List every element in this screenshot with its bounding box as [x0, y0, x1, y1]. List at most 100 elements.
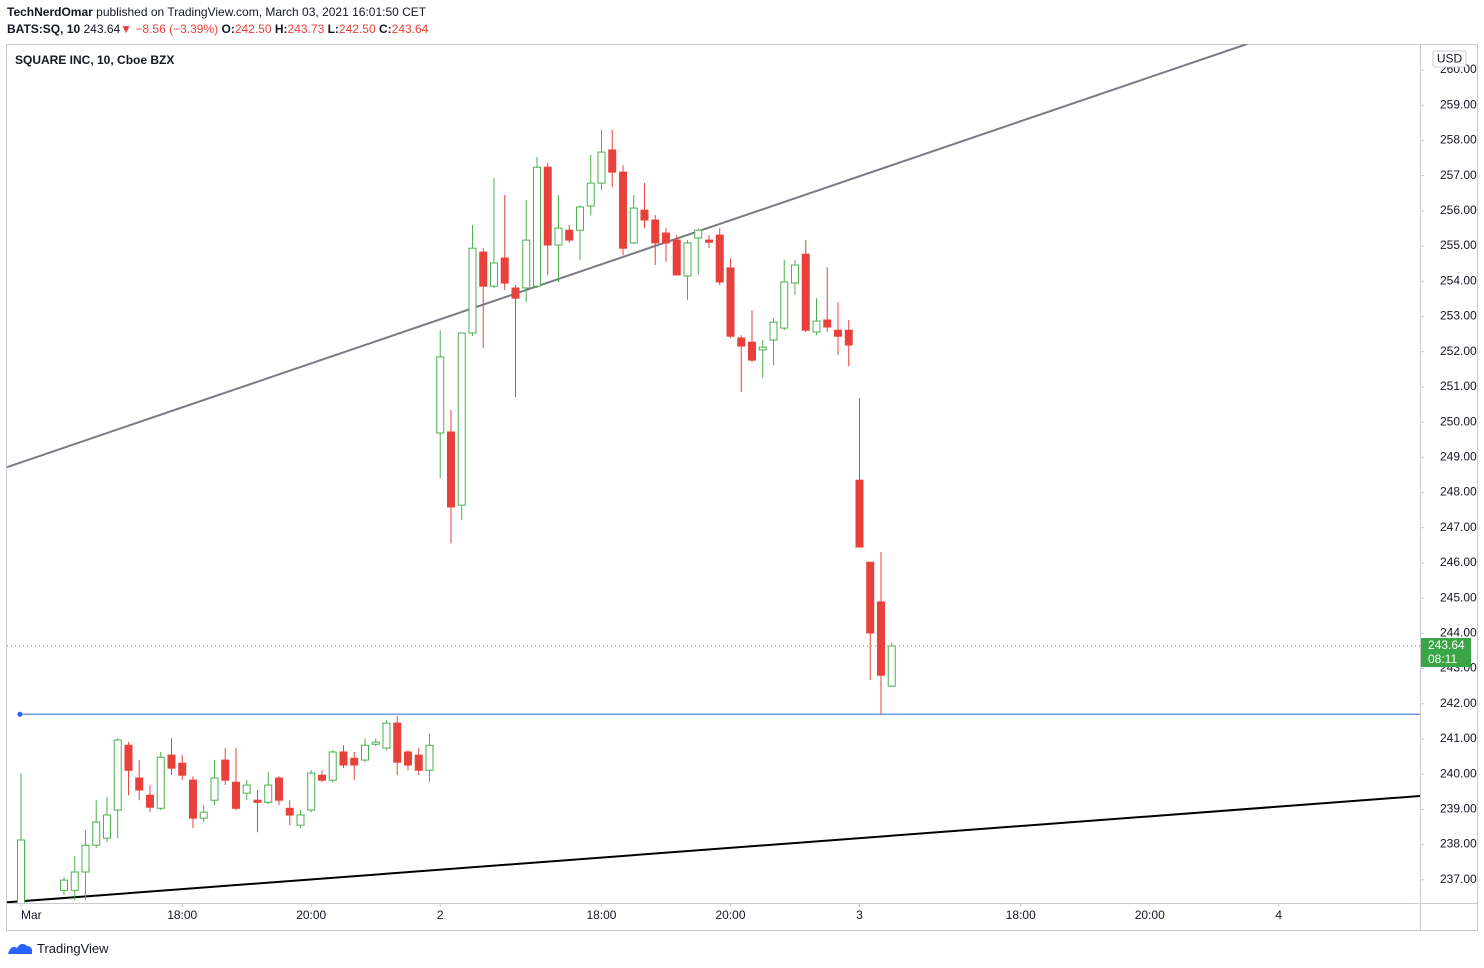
candle-body [339, 751, 348, 766]
candle-body [113, 739, 122, 811]
candle-body [371, 741, 380, 745]
candle-body [565, 229, 574, 241]
candle-body [812, 320, 821, 333]
candle-body [178, 762, 187, 776]
candle-body [328, 751, 337, 781]
candle-body [844, 329, 853, 346]
candle-body [747, 341, 756, 361]
ohlc-value: 243.73 [287, 22, 325, 36]
y-tick-label: 240.00 [1440, 766, 1477, 780]
candle-body [737, 337, 746, 347]
candle-body [651, 219, 660, 244]
candle-body [285, 807, 294, 816]
candle-body [253, 799, 262, 803]
candle-body [694, 229, 703, 239]
x-tick-label: 18:00 [586, 908, 616, 922]
candle-body [661, 232, 670, 244]
candle-body [618, 171, 627, 249]
footer: TradingView [7, 940, 109, 956]
candle-body [264, 784, 273, 803]
y-tick-label: 257.00 [1440, 168, 1477, 182]
symbol-line: BATS:SQ, 10 243.64▼ −8.56 (−3.39%) O:242… [7, 22, 428, 36]
candle-body [382, 722, 391, 749]
ohlc-value: 243.64 [391, 22, 429, 36]
candle-body [468, 247, 477, 334]
candle-body [102, 814, 111, 839]
candle-body [586, 182, 595, 207]
candle-body [715, 234, 724, 283]
candle-body [629, 207, 638, 244]
candle-body [597, 151, 606, 184]
trend-line [7, 794, 1420, 903]
ohlc-label: L: [327, 22, 339, 36]
candle-body [403, 751, 412, 766]
candle-body [876, 601, 885, 676]
y-tick-label: 237.00 [1440, 872, 1477, 886]
candle-body [156, 756, 165, 809]
candle-body [446, 431, 455, 508]
candle-body [242, 784, 251, 794]
candle-body [769, 321, 778, 341]
candle-body [855, 479, 864, 548]
candle-body [790, 264, 799, 284]
currency-box [1432, 50, 1467, 68]
y-tick-label: 248.00 [1440, 485, 1477, 499]
candle-body [522, 239, 531, 289]
candle-body [436, 356, 445, 434]
y-tick-label: 251.00 [1440, 379, 1477, 393]
x-tick-label: 20:00 [296, 908, 326, 922]
ohlc-value: 242.50 [338, 22, 376, 36]
y-tick-label: 244.00 [1440, 626, 1477, 640]
candle-body [16, 839, 25, 903]
candle-body [801, 253, 810, 331]
footer-text: TradingView [37, 940, 109, 956]
candle-body [231, 781, 240, 809]
candle-body [543, 166, 552, 246]
candle-body [393, 722, 402, 763]
candle-body [511, 287, 520, 299]
arrow: ▼ [120, 22, 133, 36]
publish-line: TechNerdOmar published on TradingView.co… [7, 5, 426, 19]
candle-body [726, 267, 735, 337]
x-tick-label: Mar [21, 908, 42, 922]
candle-body [274, 777, 283, 801]
last-price-label: 243.64 [1428, 638, 1465, 652]
change: −8.56 (−3.39%) [135, 22, 219, 36]
author: TechNerdOmar [7, 5, 93, 19]
candle-body [81, 844, 90, 873]
candle-body [704, 239, 713, 243]
candle-body [307, 772, 316, 811]
y-tick-label: 238.00 [1440, 837, 1477, 851]
ohlc-label: O: [221, 22, 235, 36]
published: published on TradingView.com, March 03, … [96, 5, 427, 19]
y-tick-label: 239.00 [1440, 802, 1477, 816]
ohlc-label: C: [378, 22, 392, 36]
candle-body [823, 319, 832, 328]
chart-title: SQUARE INC, 10, Cboe BZX [15, 53, 174, 67]
y-tick-label: 258.00 [1440, 133, 1477, 147]
candle-body [188, 779, 197, 819]
y-tick-label: 259.00 [1440, 97, 1477, 111]
ohlc-label: H: [274, 22, 288, 36]
candle-body [221, 759, 230, 781]
price: 243.64 [83, 22, 121, 36]
x-tick-label: 4 [1275, 908, 1282, 922]
symbol: BATS:SQ, 10 [7, 22, 81, 36]
candle-body [414, 754, 423, 771]
candle-body [350, 757, 359, 766]
candle-body [92, 821, 101, 846]
x-tick-label: 18:00 [167, 908, 197, 922]
ohlc-value: 242.50 [234, 22, 272, 36]
y-tick-label: 245.00 [1440, 590, 1477, 604]
x-tick-label: 3 [856, 908, 863, 922]
x-tick-label: 2 [437, 908, 444, 922]
x-tick-label: 18:00 [1006, 908, 1036, 922]
candle-body [135, 777, 144, 791]
currency: USD [1437, 52, 1463, 66]
y-tick-label: 254.00 [1440, 273, 1477, 287]
candle-body [425, 744, 434, 771]
x-tick-label: 20:00 [715, 908, 745, 922]
candle-body [833, 329, 842, 337]
